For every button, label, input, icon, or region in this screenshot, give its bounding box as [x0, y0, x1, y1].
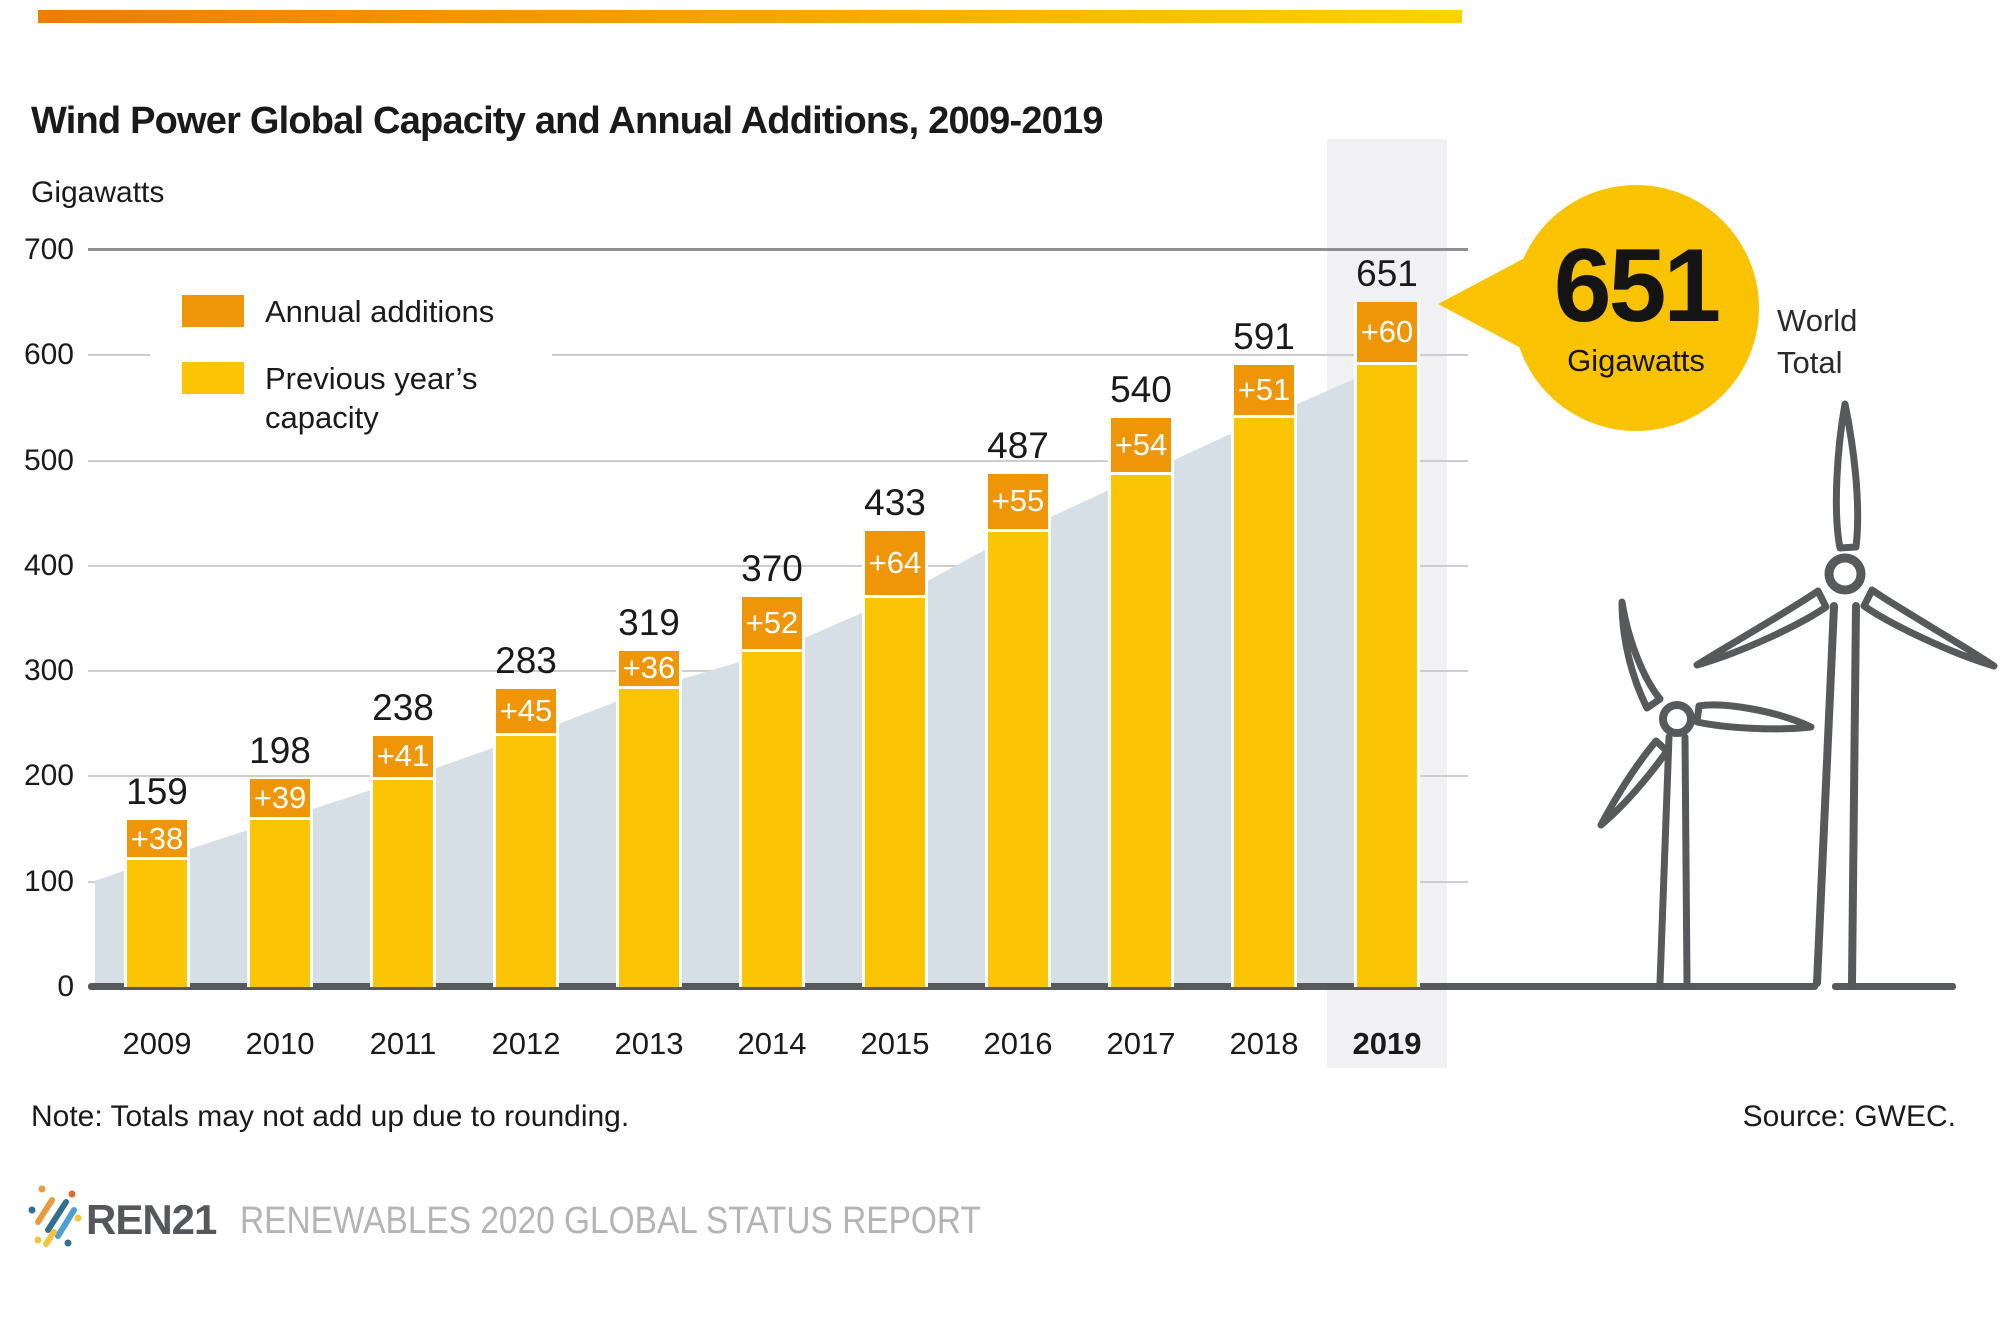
gridline-600 — [88, 354, 1468, 357]
legend-label-annual-additions: Annual additions — [265, 294, 495, 329]
bar-2009: +38 — [124, 819, 190, 987]
ren21-logo-icon — [28, 1185, 82, 1247]
y-axis-unit-label: Gigawatts — [31, 176, 165, 209]
gridline-700 — [88, 248, 1468, 252]
world-total-callout-bubble: 651 Gigawatts — [1513, 185, 1759, 431]
bar-2010: +39 — [247, 778, 313, 987]
annual-addition-box-2014: +52 — [742, 597, 802, 653]
bar-2014: +52 — [739, 597, 805, 987]
bar-2013: +36 — [616, 650, 682, 987]
world-total-label: World Total — [1777, 303, 1858, 380]
report-title: RENEWABLES 2020 GLOBAL STATUS REPORT — [240, 1200, 981, 1242]
bar-2012: +45 — [493, 689, 559, 987]
y-tick-label-100: 100 — [23, 864, 74, 898]
annual-addition-box-2017: +54 — [1111, 418, 1171, 476]
y-tick-label-200: 200 — [23, 759, 74, 793]
x-axis-label-2017: 2017 — [1106, 1026, 1176, 1061]
legend-swatch-previous-capacity — [182, 362, 244, 394]
y-tick-label-400: 400 — [23, 548, 74, 582]
annual-addition-box-2011: +41 — [373, 736, 433, 780]
x-axis-label-2019: 2019 — [1352, 1026, 1422, 1061]
bar-2011: +41 — [370, 736, 436, 987]
annual-addition-box-2018: +51 — [1234, 364, 1294, 419]
x-axis-label-2010: 2010 — [245, 1026, 315, 1061]
bar-2016: +55 — [985, 474, 1051, 987]
total-label-2016: 487 — [987, 425, 1049, 467]
x-axis-label-2015: 2015 — [860, 1026, 930, 1061]
callout-unit: Gigawatts — [1567, 343, 1705, 379]
bar-2019: +60 — [1354, 301, 1420, 987]
total-label-2015: 433 — [864, 482, 926, 524]
ren21-logo-text: REN21 — [86, 1196, 217, 1243]
y-tick-label-300: 300 — [23, 654, 74, 688]
x-axis-label-2009: 2009 — [122, 1026, 192, 1061]
x-axis-label-2016: 2016 — [983, 1026, 1053, 1061]
x-axis-label-2012: 2012 — [491, 1026, 561, 1061]
total-label-2012: 283 — [495, 640, 557, 682]
figure-accent-gradient-bar — [38, 10, 1462, 23]
annual-addition-box-2016: +55 — [988, 474, 1048, 533]
chart-legend: Annual additions Previous year’s capacit… — [150, 281, 552, 453]
y-tick-label-600: 600 — [23, 338, 74, 372]
total-label-2017: 540 — [1110, 369, 1172, 411]
y-tick-label-500: 500 — [23, 443, 74, 477]
bar-2018: +51 — [1231, 364, 1297, 987]
legend-swatch-annual-additions — [182, 295, 244, 327]
x-axis-baseline-right-segment — [1832, 983, 1956, 990]
total-label-2019: 651 — [1356, 252, 1418, 294]
total-label-2013: 319 — [618, 602, 680, 644]
x-axis-label-2018: 2018 — [1229, 1026, 1299, 1061]
callout-value: 651 — [1553, 227, 1722, 344]
annual-addition-box-2012: +45 — [496, 689, 556, 737]
annual-addition-box-2019: +60 — [1357, 301, 1417, 365]
total-label-2011: 238 — [372, 687, 434, 729]
annual-addition-box-2013: +36 — [619, 650, 679, 689]
annual-addition-box-2010: +39 — [250, 778, 310, 820]
source-text: Source: GWEC. — [1742, 1100, 1956, 1133]
x-axis-baseline — [88, 983, 1818, 990]
total-label-2009: 159 — [126, 770, 188, 812]
y-tick-label-0: 0 — [57, 970, 74, 1003]
x-axis-label-2011: 2011 — [369, 1026, 437, 1061]
chart-title: Wind Power Global Capacity and Annual Ad… — [31, 100, 1103, 142]
total-label-2010: 198 — [249, 729, 311, 771]
x-axis-label-2014: 2014 — [737, 1026, 807, 1061]
y-tick-label-700: 700 — [23, 232, 74, 266]
annual-addition-box-2009: +38 — [127, 819, 187, 860]
total-label-2014: 370 — [741, 548, 803, 590]
note-text: Note: Totals may not add up due to round… — [31, 1100, 630, 1133]
x-axis-label-2013: 2013 — [614, 1026, 684, 1061]
legend-label-previous-capacity: Previous year’s capacity — [265, 361, 478, 435]
annual-addition-box-2015: +64 — [865, 531, 925, 599]
bar-2017: +54 — [1108, 418, 1174, 987]
bar-2015: +64 — [862, 531, 928, 987]
total-label-2018: 591 — [1233, 315, 1295, 357]
